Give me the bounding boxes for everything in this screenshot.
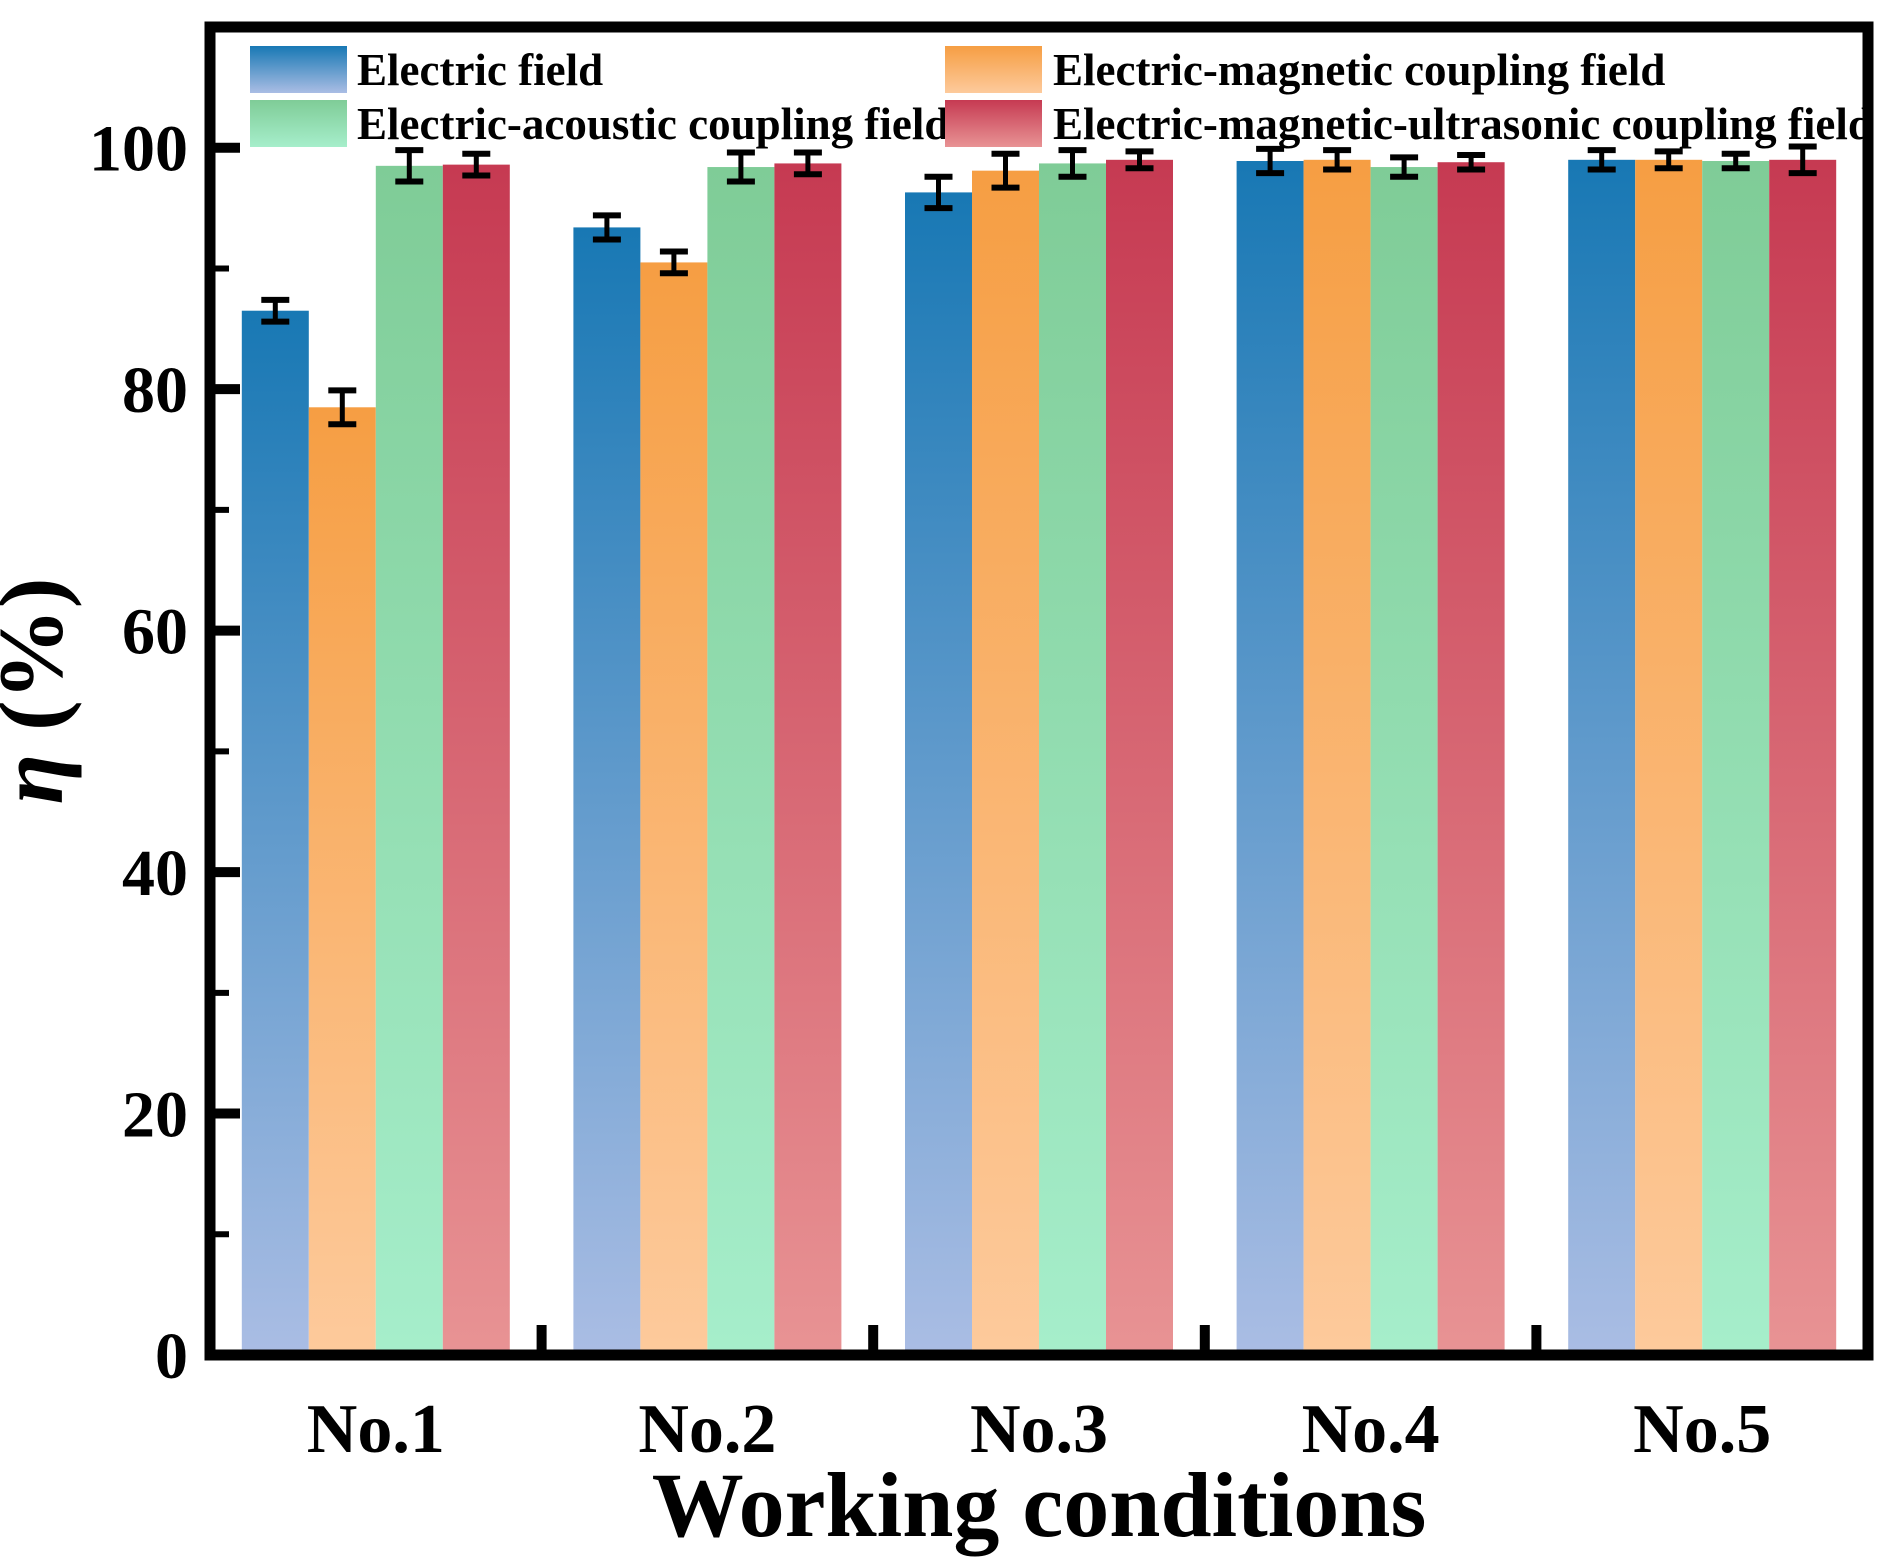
y-tick-label: 80 (122, 354, 188, 427)
bar-No.5-s0 (1568, 159, 1636, 1355)
bar-No.5-s2 (1702, 161, 1770, 1355)
bar-No.3-s0 (905, 192, 972, 1355)
legend-label-s0: Electric field (357, 45, 603, 95)
bar-No.5-s1 (1635, 159, 1703, 1355)
legend-swatch-s0 (250, 46, 347, 93)
bar-No.4-s0 (1236, 161, 1304, 1355)
y-axis-title: η (%) (0, 578, 82, 805)
bar-No.1-s1 (308, 407, 376, 1356)
bar-No.3-s1 (972, 170, 1039, 1356)
legend-label-s3: Electric-magnetic-ultrasonic coupling fi… (1053, 99, 1873, 149)
plot-frame (204, 21, 1874, 1361)
x-tick-label: No.4 (1302, 1391, 1440, 1468)
legend-swatch-s1 (945, 46, 1042, 93)
bar-No.3-s2 (1039, 163, 1106, 1355)
y-axis-title-unit: (%) (0, 578, 82, 754)
bar-No.1-s2 (375, 165, 443, 1355)
y-tick-label: 0 (155, 1320, 188, 1393)
y-tick-label: 100 (89, 113, 188, 186)
legend-swatch-s3 (945, 100, 1042, 147)
bar-No.3-s3 (1106, 159, 1173, 1355)
y-tick-label: 20 (122, 1079, 188, 1152)
axes-layer: 0 20 40 60 80 100 No.1 No.2 No.3 No.4 No.5 (89, 21, 1874, 1468)
x-tick-label: No.5 (1633, 1391, 1771, 1468)
x-tick-label: No.3 (970, 1391, 1108, 1468)
bar-No.4-s2 (1370, 167, 1438, 1355)
error-bars-layer (261, 143, 1817, 428)
bar-No.4-s1 (1303, 159, 1371, 1355)
x-tick-label: No.1 (307, 1391, 445, 1468)
x-axis-title: Working conditions (652, 1454, 1427, 1556)
bar-No.1-s0 (241, 310, 309, 1355)
bar-No.1-s3 (442, 164, 510, 1355)
y-tick-label: 40 (122, 837, 188, 910)
bar-No.5-s3 (1769, 159, 1837, 1355)
legend-label-s1: Electric-magnetic coupling field (1053, 45, 1665, 95)
y-tick-label: 60 (122, 596, 188, 669)
bar-No.2-s0 (573, 227, 641, 1356)
bars-layer (241, 159, 1837, 1356)
y-axis-title-symbol: η (0, 754, 82, 805)
bar-No.2-s2 (707, 167, 775, 1355)
bar-No.2-s1 (640, 262, 708, 1355)
x-tick-label: No.2 (638, 1391, 776, 1468)
legend-swatch-s2 (250, 100, 347, 147)
bar-No.4-s3 (1437, 162, 1505, 1355)
legend-label-s2: Electric-acoustic coupling field (357, 99, 949, 149)
bar-No.2-s3 (774, 163, 842, 1355)
